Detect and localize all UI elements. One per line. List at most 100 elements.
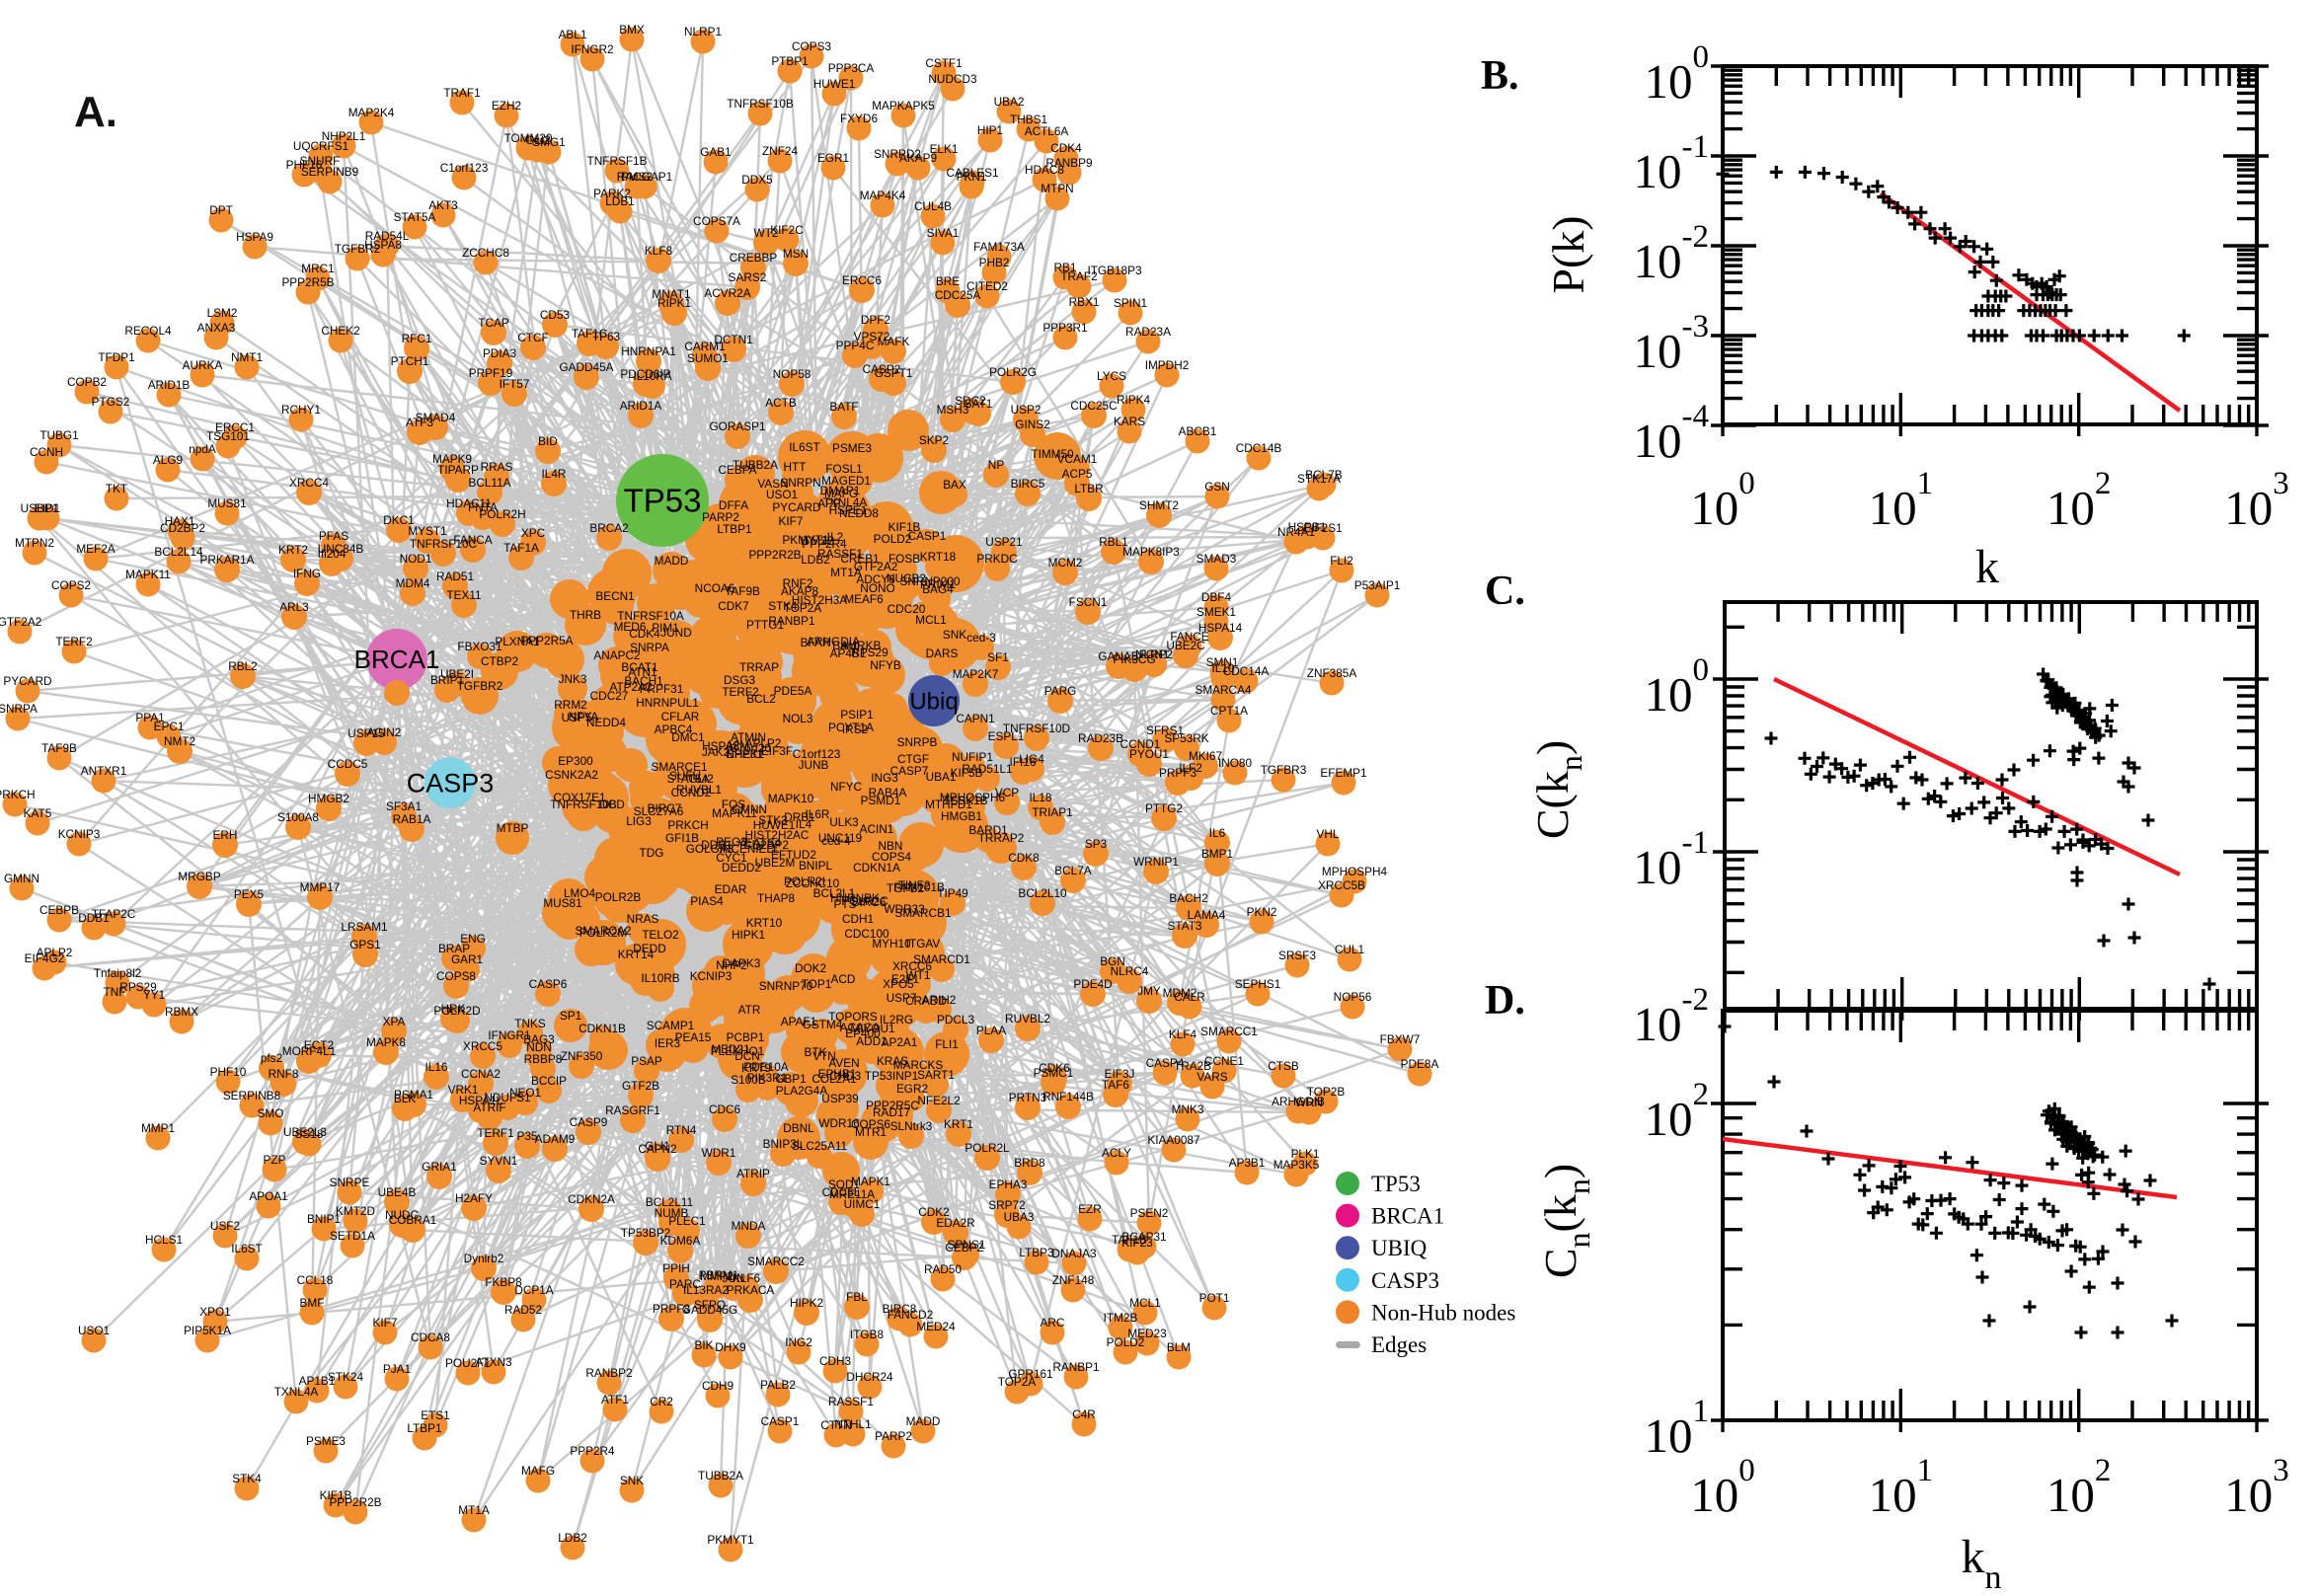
svg-text:UBE2I: UBE2I	[440, 667, 474, 681]
svg-text:NHEJ1: NHEJ1	[726, 747, 762, 761]
svg-text:LYCS: LYCS	[1097, 369, 1126, 383]
svg-text:SNRNP200: SNRNP200	[900, 574, 961, 588]
svg-text:ZCCHC8: ZCCHC8	[462, 246, 509, 260]
svg-text:ZNF24: ZNF24	[762, 144, 798, 158]
svg-text:10-2: 10-2	[1634, 982, 1710, 1051]
svg-text:SF1: SF1	[987, 650, 1009, 664]
svg-text:PLAA: PLAA	[976, 1024, 1006, 1037]
svg-text:RASGRF1: RASGRF1	[605, 1103, 660, 1117]
svg-text:KIF2C: KIF2C	[770, 223, 804, 237]
svg-text:TAF1C: TAF1C	[572, 327, 608, 341]
svg-text:HSPB1: HSPB1	[1288, 520, 1327, 534]
svg-text:RB1: RB1	[1054, 261, 1077, 274]
svg-text:WT2: WT2	[754, 226, 779, 240]
svg-text:EIF2S1: EIF2S1	[1303, 521, 1342, 535]
svg-text:PEA15: PEA15	[675, 1030, 712, 1044]
svg-text:VTN: VTN	[812, 1049, 836, 1063]
svg-text:CDC100: CDC100	[844, 927, 889, 941]
svg-text:ZNF148: ZNF148	[1052, 1273, 1095, 1287]
svg-text:PTBP1: PTBP1	[771, 54, 808, 68]
svg-text:VCP: VCP	[995, 786, 1019, 799]
svg-text:TSG101: TSG101	[206, 429, 250, 443]
svg-text:MPHOSPH6: MPHOSPH6	[940, 791, 1006, 804]
svg-text:Ifi204: Ifi204	[318, 547, 347, 561]
svg-text:ITM2B: ITM2B	[1104, 1311, 1138, 1325]
svg-text:EP400: EP400	[845, 1026, 881, 1040]
svg-text:ITGB18P3: ITGB18P3	[1087, 264, 1142, 277]
svg-text:RRM2: RRM2	[554, 698, 586, 712]
svg-text:DEDD: DEDD	[633, 942, 665, 955]
svg-text:S100B: S100B	[731, 1073, 766, 1087]
svg-text:PRKCH: PRKCH	[0, 788, 36, 801]
svg-text:MAPKAPK5: MAPKAPK5	[872, 99, 935, 113]
svg-text:MAFG: MAFG	[521, 1464, 555, 1478]
svg-text:FCN1: FCN1	[1139, 647, 1170, 661]
svg-text:BIRC5: BIRC5	[1011, 477, 1045, 491]
svg-text:TAF9B: TAF9B	[725, 584, 760, 598]
svg-text:PEG3: PEG3	[716, 835, 747, 849]
svg-text:LIG4: LIG4	[1019, 752, 1044, 766]
svg-text:ATP2A2: ATP2A2	[609, 680, 652, 694]
svg-text:GRIA1: GRIA1	[422, 1160, 456, 1174]
svg-text:BCL2L11: BCL2L11	[646, 1195, 693, 1209]
svg-text:NOL3: NOL3	[783, 712, 813, 725]
svg-text:NFYA: NFYA	[569, 710, 599, 723]
svg-text:LTBP1: LTBP1	[407, 1421, 441, 1435]
svg-text:AVEN: AVEN	[828, 1056, 859, 1070]
svg-text:FNTA: FNTA	[468, 500, 498, 514]
svg-text:GTF2B: GTF2B	[622, 1079, 659, 1093]
svg-text:10-1: 10-1	[1634, 129, 1710, 198]
svg-text:XPO1: XPO1	[199, 1305, 230, 1319]
svg-text:D.: D.	[1485, 978, 1525, 1024]
svg-text:PRPF19: PRPF19	[469, 366, 513, 380]
svg-text:BAG3: BAG3	[523, 1032, 555, 1046]
svg-text:CREBBP: CREBBP	[730, 251, 778, 265]
svg-text:USO1: USO1	[766, 488, 798, 501]
svg-text:DFFA: DFFA	[719, 498, 748, 512]
svg-text:PSAP: PSAP	[631, 1054, 662, 1068]
svg-text:CARM1: CARM1	[684, 340, 725, 353]
svg-text:KAT5: KAT5	[24, 806, 52, 820]
svg-text:MAPK8: MAPK8	[366, 1035, 406, 1049]
svg-text:BCL11A: BCL11A	[468, 476, 510, 490]
svg-text:FOS: FOS	[722, 798, 745, 811]
svg-text:SUMO1: SUMO1	[687, 351, 729, 365]
svg-text:TCAP: TCAP	[478, 316, 509, 330]
svg-text:CAPN1: CAPN1	[956, 712, 994, 725]
svg-text:MRE11A: MRE11A	[829, 1187, 875, 1201]
svg-text:TNFRSF10A: TNFRSF10A	[617, 609, 684, 623]
svg-text:TNFRSF1B: TNFRSF1B	[587, 154, 648, 168]
svg-text:DHCR24: DHCR24	[846, 1370, 893, 1384]
svg-text:LIG3: LIG3	[626, 814, 652, 828]
svg-text:CDH9: CDH9	[702, 1379, 733, 1393]
svg-text:SOD1: SOD1	[828, 1178, 860, 1191]
svg-text:PDE5A: PDE5A	[774, 684, 812, 698]
svg-text:GSN: GSN	[1204, 480, 1230, 494]
svg-text:MNAT1: MNAT1	[652, 287, 690, 301]
svg-text:PLA2G4A: PLA2G4A	[776, 1084, 828, 1098]
svg-text:XPO5: XPO5	[883, 977, 914, 991]
svg-text:GBP1: GBP1	[775, 1072, 806, 1086]
svg-text:STK4: STK4	[232, 1472, 262, 1485]
svg-text:HSPA8: HSPA8	[364, 238, 402, 252]
svg-text:TIPARP: TIPARP	[437, 463, 479, 477]
svg-text:VPS72: VPS72	[854, 330, 890, 343]
svg-text:APOA1: APOA1	[249, 1189, 287, 1203]
svg-text:TGFBR2: TGFBR2	[457, 679, 503, 693]
svg-text:NFE2L2: NFE2L2	[917, 1094, 960, 1107]
svg-text:PRTN3: PRTN3	[1009, 1091, 1047, 1104]
svg-text:SMG1: SMG1	[532, 135, 565, 149]
svg-text:DDB1: DDB1	[78, 911, 109, 925]
svg-text:ADCY6: ADCY6	[856, 572, 895, 586]
svg-text:MAGED1: MAGED1	[821, 474, 871, 488]
svg-text:TFDP1: TFDP1	[98, 350, 134, 364]
svg-text:HDAC8: HDAC8	[1025, 163, 1064, 177]
svg-text:HCLS1: HCLS1	[145, 1233, 183, 1247]
svg-text:MEF2A: MEF2A	[76, 542, 115, 556]
svg-text:UBE2L3: UBE2L3	[283, 1125, 327, 1139]
svg-text:FBXO31: FBXO31	[457, 640, 502, 653]
svg-text:CDCA8: CDCA8	[411, 1330, 450, 1344]
svg-text:KRT10: KRT10	[746, 916, 783, 930]
svg-text:DARS: DARS	[926, 646, 959, 660]
svg-text:CAPN2: CAPN2	[638, 1142, 676, 1156]
